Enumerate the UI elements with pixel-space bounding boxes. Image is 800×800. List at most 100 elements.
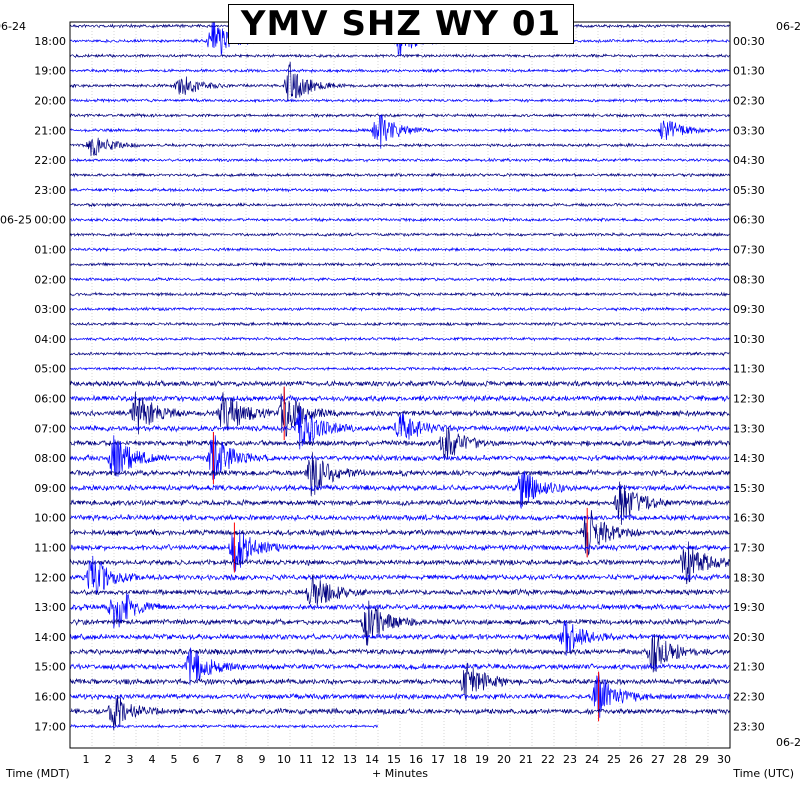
trace-row-9	[69, 157, 730, 163]
trace-row-26	[69, 386, 730, 437]
trace-row-14	[69, 231, 730, 238]
x-tick-label: 10	[277, 753, 291, 766]
left-date-label: 06-24	[0, 20, 26, 33]
x-tick-label: 27	[651, 753, 665, 766]
left-time-label: 00:00	[34, 214, 66, 227]
x-tick-label: 25	[607, 753, 621, 766]
trace-row-30	[69, 452, 730, 497]
right-time-label: 13:30	[733, 422, 765, 435]
right-time-label: 01:30	[733, 65, 765, 78]
trace-row-5	[69, 97, 730, 104]
trace-row-37	[69, 555, 730, 595]
x-tick-label: 14	[365, 753, 379, 766]
x-tick-label: 15	[387, 753, 401, 766]
left-time-label: 20:00	[34, 95, 66, 108]
trace-row-46	[69, 695, 730, 731]
left-time-label: 04:00	[34, 333, 66, 346]
x-tick-label: 2	[105, 753, 112, 766]
right-time-label: 14:30	[733, 452, 765, 465]
right-date-label: 06-2	[776, 20, 800, 33]
trace-row-38	[69, 573, 730, 606]
trace-row-27	[69, 407, 730, 450]
x-tick-label: 4	[149, 753, 156, 766]
right-time-label: 00:30	[733, 35, 765, 48]
left-time-label: 01:00	[34, 244, 66, 257]
x-tick-label: 21	[519, 753, 533, 766]
right-time-label: 05:30	[733, 184, 765, 197]
x-tick-label: 6	[193, 753, 200, 766]
right-time-label: 17:30	[733, 542, 765, 555]
trace-row-6	[69, 112, 730, 119]
trace-row-34	[69, 510, 730, 558]
right-time-labels: 00:30 01:30 02:30 03:30 04:30 05:30 06:30 07:30…	[733, 20, 800, 749]
right-time-label: 18:30	[733, 571, 765, 584]
x-tick-label: 17	[431, 753, 445, 766]
trace-row-7	[69, 114, 730, 149]
left-time-label: 09:00	[34, 482, 66, 495]
left-time-label: 14:00	[34, 631, 66, 644]
left-time-label: 16:00	[34, 691, 66, 704]
x-tick-label: 13	[343, 753, 357, 766]
x-axis-label: + Minutes	[372, 767, 428, 780]
trace-row-8	[69, 137, 730, 157]
left-time-label: 18:00	[34, 35, 66, 48]
trace-row-16	[69, 261, 730, 268]
x-tick-label: 23	[563, 753, 577, 766]
left-time-label: 19:00	[34, 65, 66, 78]
x-tick-label: 12	[321, 753, 335, 766]
left-axis-label: Time (MDT)	[5, 767, 70, 780]
x-tick-label: 5	[171, 753, 178, 766]
left-time-label: 12:00	[34, 571, 66, 584]
trace-row-41	[69, 620, 730, 656]
right-time-label: 16:30	[733, 512, 765, 525]
x-tick-label: 30	[717, 753, 731, 766]
trace-row-22	[69, 350, 730, 357]
left-time-label: 02:00	[34, 273, 66, 286]
right-time-label: 08:30	[733, 273, 765, 286]
trace-row-21	[69, 335, 730, 342]
trace-row-32	[69, 481, 730, 525]
trace-row-20	[69, 321, 730, 327]
trace-row-15	[69, 246, 730, 253]
x-tick-label: 18	[453, 753, 467, 766]
x-tick-labels: 1 2 3 4 5 6 7 8 9 10 11 12 13 14 15 16 17 18 19 20 21 22 23 24 2…	[83, 753, 732, 766]
x-tick-label: 8	[237, 753, 244, 766]
right-time-label: 04:30	[733, 154, 765, 167]
right-time-label: 03:30	[733, 124, 765, 137]
x-tick-label: 22	[541, 753, 555, 766]
trace-row-28	[69, 426, 730, 460]
left-time-label: 07:00	[34, 422, 66, 435]
trace-row-10	[69, 172, 730, 178]
right-date-label: 06-2	[776, 736, 800, 749]
trace-row-3	[69, 68, 730, 74]
trace-row-36	[69, 541, 730, 585]
right-time-label: 10:30	[733, 333, 765, 346]
trace-row-4	[69, 61, 730, 102]
trace-row-13	[69, 216, 730, 223]
trace-row-17	[69, 276, 730, 283]
x-tick-label: 11	[299, 753, 313, 766]
trace-row-42	[69, 633, 730, 673]
left-time-label: 15:00	[34, 661, 66, 674]
right-time-label: 06:30	[733, 214, 765, 227]
right-axis-label: Time (UTC)	[732, 767, 794, 780]
right-time-label: 02:30	[733, 95, 765, 108]
left-time-label: 08:00	[34, 452, 66, 465]
left-time-label: 05:00	[34, 363, 66, 376]
right-time-label: 23:30	[733, 720, 765, 733]
trace-row-45	[69, 671, 730, 718]
right-time-label: 22:30	[733, 691, 765, 704]
x-tick-label: 19	[475, 753, 489, 766]
left-date-label: 06-25	[0, 214, 32, 227]
left-time-label: 10:00	[34, 512, 66, 525]
right-time-label: 09:30	[733, 303, 765, 316]
x-tick-label: 26	[629, 753, 643, 766]
x-tick-label: 28	[673, 753, 687, 766]
trace-row-43	[70, 647, 730, 686]
chart-title: YMV SHZ WY 01	[228, 4, 574, 44]
x-tick-label: 7	[215, 753, 222, 766]
x-tick-label: 1	[83, 753, 90, 766]
x-tick-label: 20	[497, 753, 511, 766]
trace-row-33	[69, 513, 730, 523]
